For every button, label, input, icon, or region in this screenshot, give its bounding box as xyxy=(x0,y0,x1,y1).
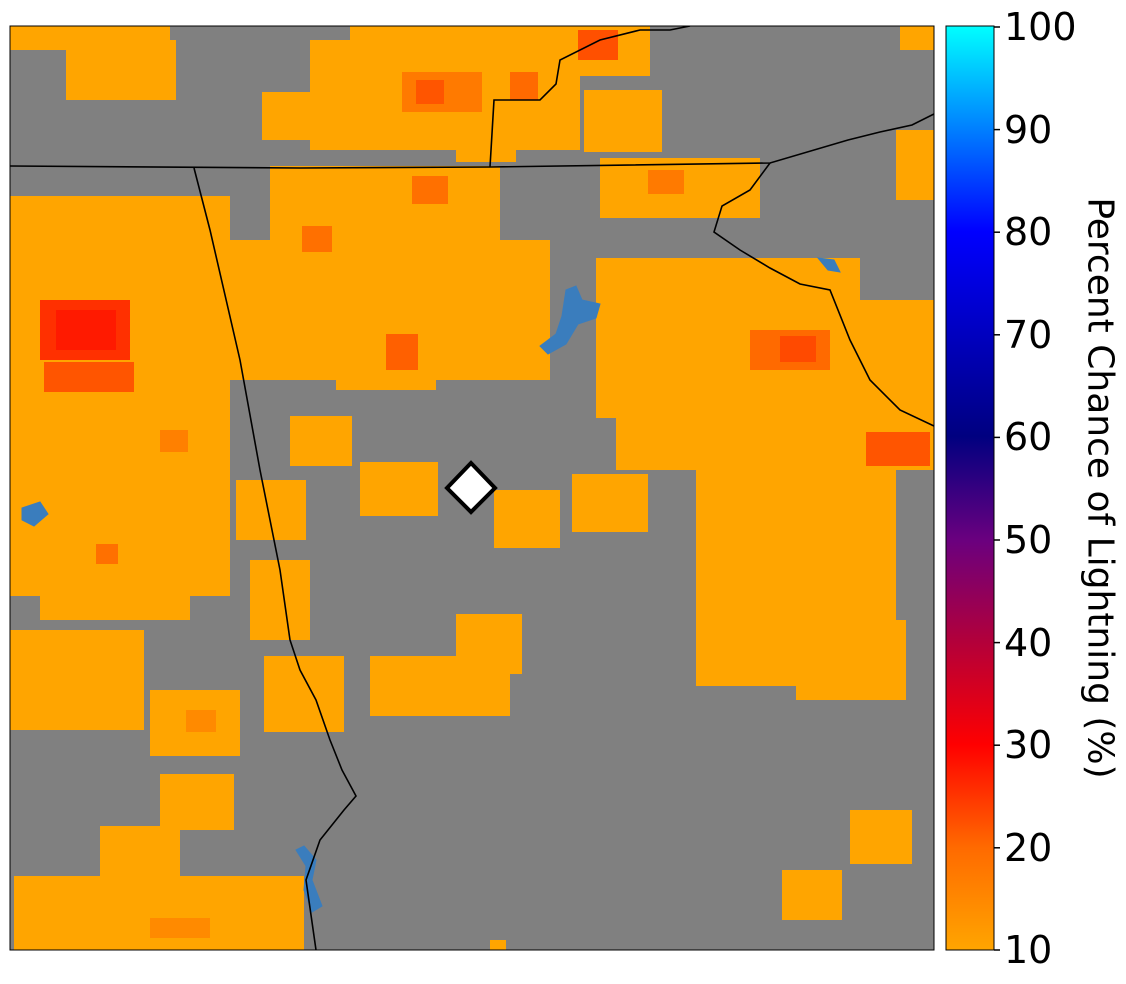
lightning-10pct-areas xyxy=(10,26,934,950)
location-marker-diamond xyxy=(444,460,498,515)
colorbar-label: Percent Chance of Lightning (%) xyxy=(1079,197,1121,779)
colorbar xyxy=(945,25,995,951)
state-boundaries xyxy=(10,26,934,950)
colorbar-tick-40: 40 xyxy=(1004,620,1053,665)
water-bodies xyxy=(21,257,841,913)
map-panel xyxy=(10,26,934,950)
colorbar-tick-60: 60 xyxy=(1004,415,1053,460)
colorbar-tick-100: 100 xyxy=(1004,5,1077,49)
colorbar-ticks xyxy=(994,26,1000,951)
colorbar-tick-80: 80 xyxy=(1004,210,1053,255)
map-frame xyxy=(9,25,935,951)
lightning-higher-probability-cores xyxy=(40,30,930,938)
colorbar-tick-90: 90 xyxy=(1004,107,1053,152)
colorbar-tick-30: 30 xyxy=(1004,723,1053,768)
colorbar-tick-70: 70 xyxy=(1004,312,1053,357)
colorbar-tick-20: 20 xyxy=(1004,825,1053,870)
colorbar-tick-50: 50 xyxy=(1004,518,1053,562)
colorbar-tick-10: 10 xyxy=(1004,928,1053,972)
